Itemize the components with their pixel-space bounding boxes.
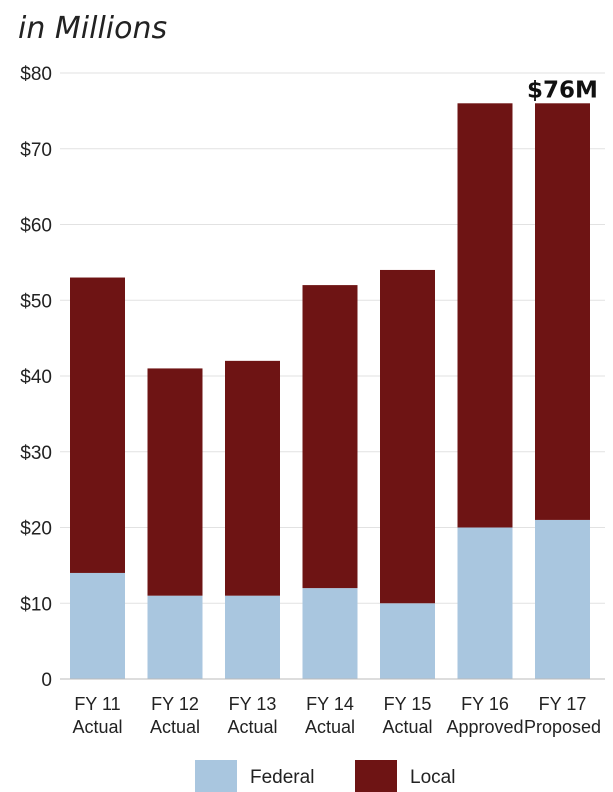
bar-local-6 [457,103,513,528]
y-tick-label: 0 [41,670,52,691]
bar-federal-7 [535,519,590,679]
annotations: $76M [527,77,598,103]
bar-local-2 [147,368,203,596]
y-tick-label: $10 [20,594,52,615]
bar-local-3 [225,360,280,596]
legend-label-federal: Federal [250,767,314,788]
bar-local-7 [535,103,590,520]
bar-federal-3 [225,595,280,679]
y-tick-label: $40 [20,367,52,388]
bar-local-1 [70,277,125,573]
chart-subtitle: in Millions [18,11,167,46]
bar-local-5 [380,269,435,604]
y-axis: 0 $10 $20 $30 $40 $50 $60 $70 $80 [20,64,52,691]
y-tick-label: $30 [20,443,52,464]
legend-swatch-local [355,760,397,792]
legend-swatch-federal [195,760,237,792]
x-tick-label: FY 11 Actual [72,694,122,737]
y-tick-label: $50 [20,291,52,312]
y-tick-label: $20 [20,519,52,540]
bar-federal-2 [147,595,203,679]
bars-group [70,103,590,679]
y-tick-label: $60 [20,216,52,237]
bar-federal-5 [380,603,435,679]
legend-label-local: Local [410,767,455,788]
x-tick-label: FY 12 Actual [150,694,200,737]
bar-local-4 [302,285,358,589]
bar-federal-1 [70,572,125,679]
x-tick-label: FY 15 Actual [382,694,432,737]
x-tick-label: FY 14 Actual [305,694,355,737]
y-tick-label: $70 [20,140,52,161]
x-tick-label: FY 16 Approved [446,694,523,737]
y-tick-label: $80 [20,64,52,85]
legend: Federal Local [195,760,455,792]
bar-federal-6 [457,527,513,679]
bar-federal-4 [302,588,358,679]
total-annotation: $76M [527,77,598,103]
x-axis: FY 11 Actual FY 12 Actual FY 13 Actual FY 14 Ac… [72,694,601,737]
x-tick-label: FY 13 Actual [227,694,277,737]
x-tick-label: FY 17 Proposed [524,694,601,737]
